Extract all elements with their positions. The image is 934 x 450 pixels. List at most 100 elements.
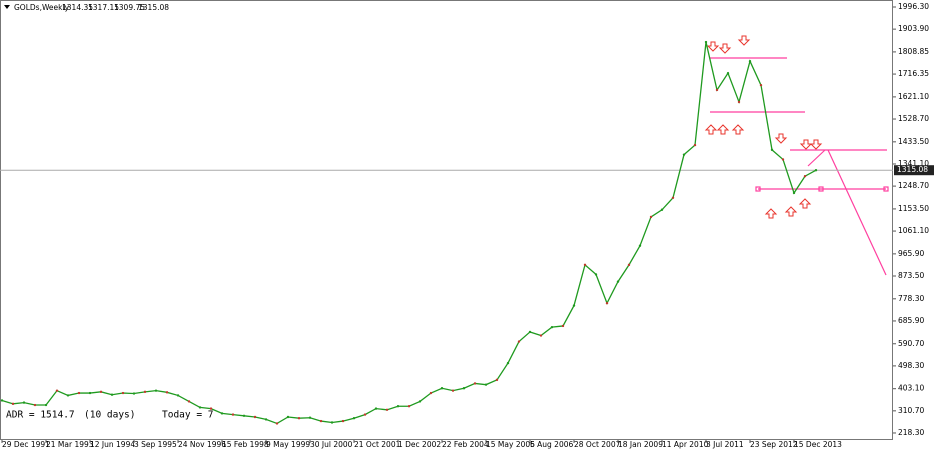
- price-point: [759, 83, 763, 87]
- price-point: [660, 208, 664, 211]
- y-tick-label: 310.70: [898, 406, 924, 415]
- price-point: [704, 40, 708, 44]
- price-point: [363, 413, 367, 416]
- price-point: [506, 361, 510, 365]
- ohlc: 1309.75: [114, 3, 145, 12]
- price-point: [781, 158, 785, 161]
- price-point: [429, 391, 433, 395]
- annotation: ADR = 1514.7: [6, 410, 75, 421]
- price-point: [264, 418, 268, 421]
- price-point: [572, 304, 576, 307]
- price-point: [165, 391, 169, 394]
- price-point: [176, 394, 180, 397]
- y-tick-label: 873.50: [898, 271, 924, 280]
- price-point: [22, 401, 26, 404]
- price-point: [242, 414, 246, 418]
- price-point: [374, 407, 378, 410]
- price-point: [495, 378, 499, 382]
- price-point: [198, 406, 202, 409]
- price-point: [209, 407, 213, 410]
- y-tick-label: 1808.85: [898, 47, 929, 56]
- y-tick-label: 778.30: [898, 294, 924, 303]
- chart-title: GOLDs,Weekly: [14, 3, 70, 12]
- price-point: [726, 71, 730, 75]
- price-point: [638, 244, 642, 247]
- x-tick-label: 23 Sep 2012: [750, 440, 798, 449]
- price-point: [308, 416, 312, 419]
- x-tick-label: 22 Feb 2004: [442, 440, 489, 449]
- price-point: [187, 400, 191, 403]
- y-tick-label: 1341.10: [898, 159, 929, 168]
- y-tick-label: 1248.70: [898, 181, 929, 190]
- price-point: [440, 387, 444, 390]
- price-point: [462, 387, 466, 390]
- y-tick-label: 1153.50: [898, 204, 929, 213]
- price-point: [792, 191, 796, 195]
- y-tick-label: 403.10: [898, 384, 924, 393]
- price-point: [88, 391, 92, 395]
- price-point: [55, 389, 59, 392]
- price-point: [539, 334, 543, 337]
- price-point: [319, 419, 323, 423]
- annotation: (10 days): [84, 410, 135, 421]
- y-tick-label: 965.90: [898, 249, 924, 258]
- price-point: [671, 196, 675, 199]
- ohlc: 1315.08: [138, 3, 169, 12]
- price-point: [605, 301, 609, 305]
- x-tick-label: 21 Mar 1993: [46, 440, 94, 449]
- price-point: [528, 330, 532, 334]
- y-tick-label: 1996.30: [898, 2, 929, 11]
- plot-frame: [0, 0, 893, 440]
- x-tick-label: 12 Jun 1994: [90, 440, 135, 449]
- current-price-label: 1315.08: [897, 165, 928, 174]
- price-point: [253, 415, 257, 419]
- x-tick-label: 24 Nov 1996: [178, 440, 226, 449]
- price-point: [341, 419, 345, 423]
- y-tick-label: 1528.70: [898, 114, 929, 123]
- y-tick-label: 1903.90: [898, 24, 929, 33]
- price-point: [517, 340, 521, 343]
- price-point: [77, 391, 81, 395]
- price-point: [352, 416, 356, 420]
- y-tick-label: 590.70: [898, 339, 924, 348]
- price-point: [627, 263, 631, 267]
- x-tick-label: 6 Aug 2006: [530, 440, 573, 449]
- price-point: [0, 399, 4, 402]
- menu-icon: [4, 5, 10, 9]
- price-point: [286, 415, 290, 419]
- y-tick-label: 1716.35: [898, 69, 929, 78]
- price-point: [110, 393, 114, 396]
- ohlc: 1317.15: [88, 3, 119, 12]
- annotation: Today = 7: [162, 410, 213, 421]
- price-point: [682, 153, 686, 156]
- x-tick-label: 15 Feb 1998: [222, 440, 269, 449]
- price-point: [275, 422, 279, 425]
- x-tick-label: 3 Jul 2011: [706, 440, 744, 449]
- price-point: [385, 408, 389, 412]
- price-point: [44, 403, 48, 407]
- price-point: [649, 215, 653, 219]
- price-point: [770, 148, 774, 152]
- price-point: [396, 405, 400, 408]
- price-point: [220, 412, 224, 415]
- price-point: [154, 389, 158, 392]
- price-point: [737, 100, 741, 104]
- price-point: [11, 402, 15, 406]
- price-point: [803, 175, 807, 178]
- price-point: [231, 413, 235, 416]
- price-point: [121, 391, 125, 395]
- price-point: [616, 280, 620, 283]
- price-point: [33, 403, 37, 407]
- price-point: [132, 392, 136, 395]
- x-tick-label: 15 May 2005: [486, 440, 535, 449]
- trendlines: [710, 57, 889, 276]
- y-tick-label: 1433.50: [898, 137, 929, 146]
- price-point: [407, 405, 411, 408]
- x-tick-label: 15 Dec 2013: [794, 440, 842, 449]
- y-tick-label: 1621.10: [898, 92, 929, 101]
- price-point: [451, 389, 455, 392]
- y-tick-label: 218.30: [898, 428, 924, 437]
- price-point: [143, 390, 147, 394]
- x-tick-label: 29 Dec 1991: [2, 440, 50, 449]
